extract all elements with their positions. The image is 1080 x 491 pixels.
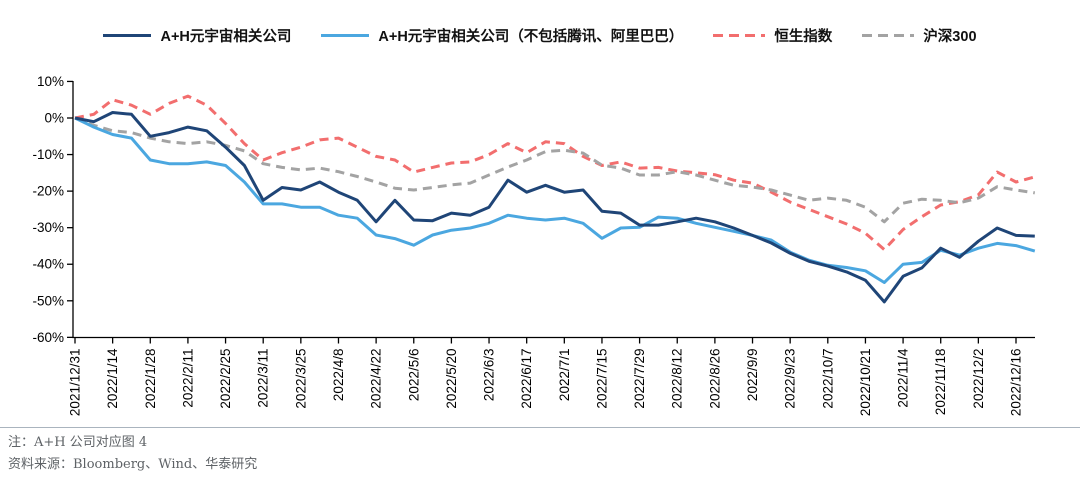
x-axis-label: 2022/3/11 bbox=[256, 349, 271, 408]
legend-dashed-line-swatch bbox=[713, 33, 766, 37]
x-axis-label: 2021/12/31 bbox=[68, 349, 83, 417]
legend-label: 恒生指数 bbox=[774, 28, 833, 45]
x-axis-label: 2022/11/18 bbox=[933, 349, 948, 416]
legend-solid-line-swatch bbox=[321, 33, 370, 37]
y-axis-label: -10% bbox=[32, 147, 64, 162]
legend-solid-line-swatch bbox=[103, 33, 152, 37]
y-axis-label: -20% bbox=[32, 184, 64, 199]
x-axis-label: 2022/11/4 bbox=[896, 348, 911, 408]
x-axis-label: 2022/8/26 bbox=[707, 349, 722, 409]
x-axis-label: 2022/1/14 bbox=[105, 348, 120, 409]
x-axis-label: 2022/7/29 bbox=[632, 349, 647, 409]
x-axis-label: 2022/7/1 bbox=[557, 349, 572, 402]
y-axis-label: 0% bbox=[44, 111, 64, 126]
legend-label: 沪深300 bbox=[923, 28, 977, 45]
legend-item-1: A+H元宇宙相关公司（不包括腾讯、阿里巴巴） bbox=[321, 25, 683, 46]
y-axis-label: -40% bbox=[32, 257, 64, 272]
x-axis-label: 2022/12/16 bbox=[1009, 349, 1024, 417]
x-axis-label: 2022/7/15 bbox=[594, 349, 609, 409]
x-axis-label: 2022/5/6 bbox=[406, 349, 421, 402]
chart-canvas: 10% 0% -10% -20% -30% -40% -50% -60% 2021/12/31 2… bbox=[32, 74, 1036, 416]
x-axis-label: 2022/8/12 bbox=[670, 349, 685, 409]
x-axis-label: 2022/6/3 bbox=[482, 349, 497, 402]
x-axis-label: 2022/1/28 bbox=[143, 349, 158, 409]
axes: 10% 0% -10% -20% -30% -40% -50% -60% 2021/12/31 2… bbox=[32, 74, 1035, 416]
x-axis-label: 2022/9/23 bbox=[783, 349, 798, 409]
legend-item-0: A+H元宇宙相关公司 bbox=[103, 25, 291, 46]
x-axis-label: 2022/2/11 bbox=[180, 349, 195, 408]
x-axis-label: 2022/4/8 bbox=[331, 349, 346, 402]
series-lines bbox=[74, 94, 1036, 304]
y-axis-label: 10% bbox=[37, 74, 64, 89]
series-line-1 bbox=[74, 116, 1036, 284]
x-axis-label: 2022/2/25 bbox=[218, 349, 233, 409]
legend-item-3: 沪深300 bbox=[862, 25, 977, 46]
x-axis-label: 2022/4/22 bbox=[369, 349, 384, 409]
x-axis-label: 2022/9/9 bbox=[745, 349, 760, 402]
x-axis-label: 2022/10/7 bbox=[820, 349, 835, 409]
performance-line-chart: 10% 0% -10% -20% -30% -40% -50% -60% 2021/12/31 2… bbox=[32, 74, 1036, 416]
x-axis-label: 2022/3/25 bbox=[293, 349, 308, 409]
x-axis-label: 2022/5/20 bbox=[444, 349, 459, 409]
x-axis-label: 2022/6/17 bbox=[519, 349, 534, 409]
x-axis-label: 2022/12/2 bbox=[971, 349, 986, 409]
figure-note: 注：A+H 公司对应图 4 bbox=[8, 435, 148, 450]
chart-legend: A+H元宇宙相关公司 A+H元宇宙相关公司（不包括腾讯、阿里巴巴） 恒生指数 沪深30… bbox=[0, 24, 1080, 46]
legend-label: A+H元宇宙相关公司 bbox=[160, 28, 292, 45]
legend-item-2: 恒生指数 bbox=[713, 25, 832, 46]
series-line-0 bbox=[74, 111, 1035, 304]
x-axis-label: 2022/10/21 bbox=[858, 349, 873, 417]
legend-dashed-line-swatch bbox=[862, 33, 915, 37]
legend-label: A+H元宇宙相关公司（不包括腾讯、阿里巴巴） bbox=[378, 28, 684, 45]
figure-footnotes: 注：A+H 公司对应图 4 资料来源：Bloomberg、Wind、华泰研究 bbox=[0, 427, 1080, 476]
y-axis-label: -60% bbox=[32, 330, 64, 345]
y-axis-label: -50% bbox=[32, 293, 64, 308]
y-axis-label: -30% bbox=[32, 220, 64, 235]
series-line-2 bbox=[74, 94, 1036, 252]
figure-source: 资料来源：Bloomberg、Wind、华泰研究 bbox=[8, 457, 258, 472]
series-line-3 bbox=[74, 116, 1036, 224]
